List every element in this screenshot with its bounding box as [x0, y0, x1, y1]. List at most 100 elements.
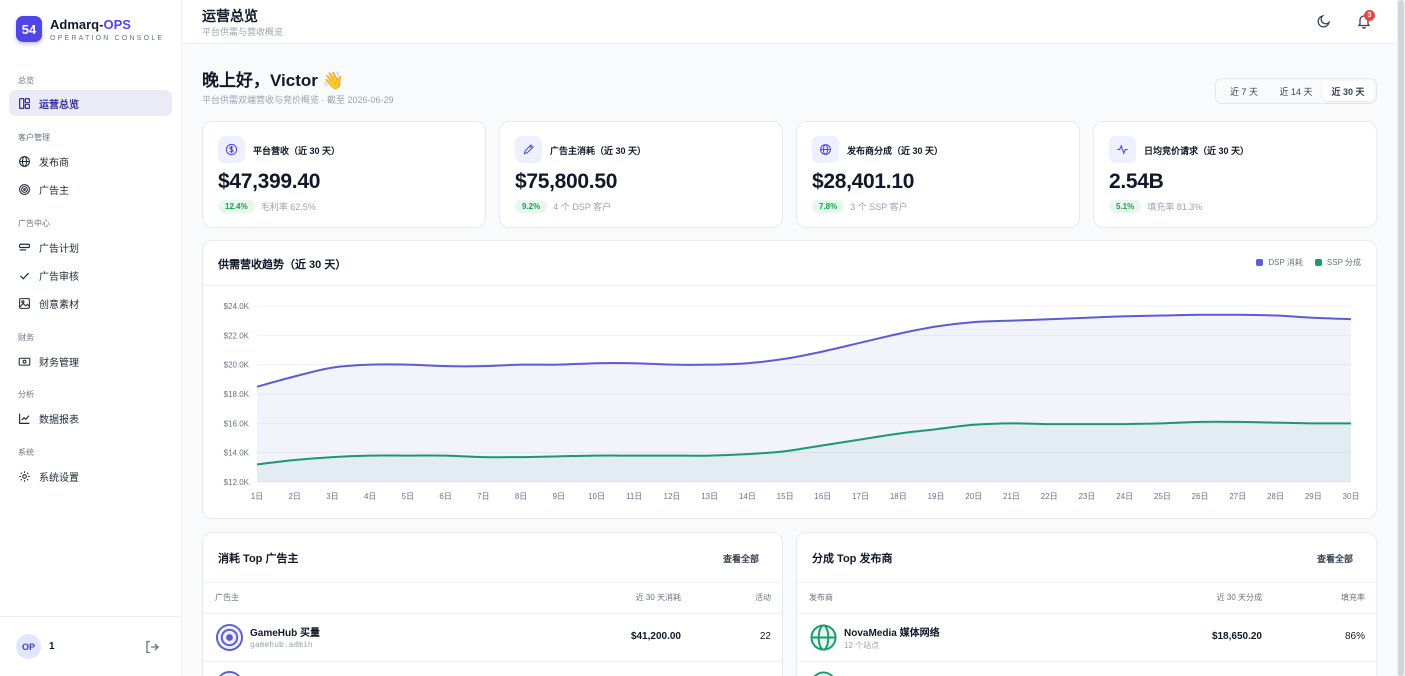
page-title: 运营总览: [202, 8, 258, 24]
x-tick-label: 4日: [364, 492, 376, 501]
x-tick-label: 26日: [1192, 492, 1209, 501]
stat-label: 平台营收（近 30 天）: [253, 146, 341, 156]
brand-subtitle: OPERATION CONSOLE: [50, 34, 165, 42]
stat-value: $47,399.40: [218, 170, 321, 193]
stat-card-revenue: 平台营收（近 30 天） $47,399.40 12.4% 毛利率 62.5%: [202, 121, 486, 228]
series-area-ssp: [257, 421, 1351, 482]
sidebar-item-label: 财务管理: [39, 357, 79, 369]
stat-meta: 3 个 SSP 客户: [850, 202, 908, 212]
sidebar-item-label: 数据报表: [39, 414, 79, 426]
advertiser-name: GameHub 买量: [250, 628, 321, 639]
column-header[interactable]: 近 30 天分成: [1216, 593, 1262, 602]
tab-14-days[interactable]: 近 14 天: [1279, 86, 1313, 97]
column-header[interactable]: 填充率: [1341, 593, 1365, 602]
x-tick-label: 16日: [814, 492, 831, 501]
sidebar-item-finance[interactable]: 财务管理: [9, 348, 172, 374]
x-tick-label: 18日: [890, 492, 907, 501]
sidebar-item-advertisers[interactable]: 广告主: [9, 176, 172, 202]
sidebar-item-label: 创意素材: [39, 299, 79, 311]
x-tick-label: 15日: [777, 492, 794, 501]
moon-icon[interactable]: [1316, 13, 1332, 29]
revenue-trend-card: 供需营收趋势（近 30 天） DSP 消耗 SSP 分成 $12.0K $14.0…: [202, 240, 1377, 519]
nav-group-system: 系统: [18, 448, 34, 457]
series-line-dsp: [256, 313, 1352, 388]
y-tick-label: $18.0K: [224, 390, 250, 399]
pulse-icon: [1117, 144, 1128, 155]
stat-meta: 填充率 81.3%: [1147, 202, 1203, 212]
sidebar-item-label: 发布商: [39, 157, 69, 169]
nav-group-finance: 财务: [18, 333, 34, 342]
stat-change-badge: 5.1%: [1109, 200, 1142, 213]
nav-group-ad-center: 广告中心: [18, 219, 50, 228]
series-area-dsp: [257, 314, 1351, 482]
legend-item-dsp[interactable]: DSP 消耗: [1256, 257, 1303, 268]
sidebar-item-dashboard[interactable]: 运营总览: [9, 90, 172, 116]
sidebar: 54 Admarq-OPS OPERATION CONSOLE 总览 运营总览 …: [0, 0, 182, 676]
sidebar-item-label: 广告计划: [39, 243, 79, 255]
target-icon: [19, 183, 30, 195]
legend-swatch: [1256, 259, 1264, 266]
sidebar-item-publishers[interactable]: 发布商: [9, 148, 172, 174]
image-icon: [19, 297, 30, 309]
sidebar-item-campaigns[interactable]: 广告计划: [9, 234, 172, 260]
column-header[interactable]: 活动: [755, 593, 771, 602]
trend-chart[interactable]: $12.0K $14.0K $16.0K $18.0K $20.0K $22.0K $24.…: [203, 241, 1378, 520]
logout-icon[interactable]: [144, 639, 160, 655]
x-tick-label: 12日: [664, 492, 681, 501]
legend-item-ssp[interactable]: SSP 分成: [1314, 257, 1361, 268]
chart-legend: DSP 消耗 SSP 分成: [1244, 257, 1361, 268]
sidebar-item-label: 运营总览: [39, 99, 79, 111]
dollar-icon: [225, 143, 238, 156]
legend-label: SSP 分成: [1326, 258, 1361, 267]
globe-icon: [810, 624, 837, 651]
dashboard-icon: [19, 97, 30, 109]
tab-30-days[interactable]: 近 30 天: [1322, 81, 1374, 101]
stat-label: 广告主消耗（近 30 天）: [550, 146, 647, 156]
table-title: 分成 Top 发布商: [812, 553, 893, 565]
stat-meta: 4 个 DSP 客户: [553, 202, 612, 212]
sidebar-item-label: 广告审核: [39, 271, 79, 283]
chart-title: 供需营收趋势（近 30 天）: [218, 259, 347, 271]
pen-icon: [523, 144, 534, 155]
brand-logo: 54: [16, 16, 42, 42]
view-all-button[interactable]: 查看全部: [723, 553, 760, 564]
series-line-ssp: [256, 420, 1352, 466]
target-icon: [216, 624, 243, 651]
top-publishers-card: 分成 Top 发布商 查看全部 发布商 近 30 天分成 填充率 NovaMed…: [796, 532, 1377, 676]
stat-change-badge: 9.2%: [515, 200, 548, 213]
scrollbar[interactable]: [1397, 0, 1405, 676]
stat-value: 2.54B: [1109, 170, 1164, 193]
avatar[interactable]: OP: [16, 634, 41, 659]
check-icon: [20, 272, 30, 280]
tab-7-days[interactable]: 近 7 天: [1229, 86, 1258, 97]
sidebar-item-creatives[interactable]: 创意素材: [9, 290, 172, 316]
x-tick-label: 23日: [1078, 492, 1095, 501]
notification-badge: 3: [1364, 10, 1375, 21]
column-header: 广告主: [215, 593, 239, 602]
scrollbar-thumb[interactable]: [1398, 0, 1404, 676]
column-header[interactable]: 近 30 天消耗: [635, 593, 681, 602]
stat-value: $75,800.50: [515, 170, 618, 193]
sidebar-item-review[interactable]: 广告审核: [9, 262, 172, 288]
sidebar-item-settings[interactable]: 系统设置: [9, 463, 172, 489]
brand[interactable]: 54 Admarq-OPS OPERATION CONSOLE: [16, 16, 164, 42]
advertiser-campaigns: 22: [759, 631, 771, 642]
x-tick-label: 20日: [965, 492, 982, 501]
top-advertisers-card: 消耗 Top 广告主 查看全部 广告主 近 30 天消耗 活动 GameHub …: [202, 532, 783, 676]
nav-group-analytics: 分析: [18, 390, 34, 399]
stat-meta: 毛利率 62.5%: [260, 202, 316, 212]
legend-swatch: [1314, 259, 1322, 266]
nav-group-customers: 客户管理: [18, 133, 50, 142]
x-tick-label: 19日: [928, 492, 945, 501]
stat-card-bid-requests: 日均竞价请求（近 30 天） 2.54B 5.1% 填充率 81.3%: [1093, 121, 1377, 228]
advertiser-account: gamehub.admin: [250, 640, 313, 649]
x-tick-label: 5日: [402, 492, 414, 501]
sidebar-footer: OP 1: [0, 616, 182, 676]
brand-name: Admarq-OPS: [50, 16, 131, 32]
sidebar-item-reports[interactable]: 数据报表: [9, 405, 172, 431]
x-tick-label: 29日: [1305, 492, 1322, 501]
y-tick-label: $16.0K: [224, 419, 250, 428]
x-tick-label: 7日: [477, 492, 489, 501]
view-all-button[interactable]: 查看全部: [1317, 553, 1354, 564]
x-tick-label: 14日: [739, 492, 756, 501]
